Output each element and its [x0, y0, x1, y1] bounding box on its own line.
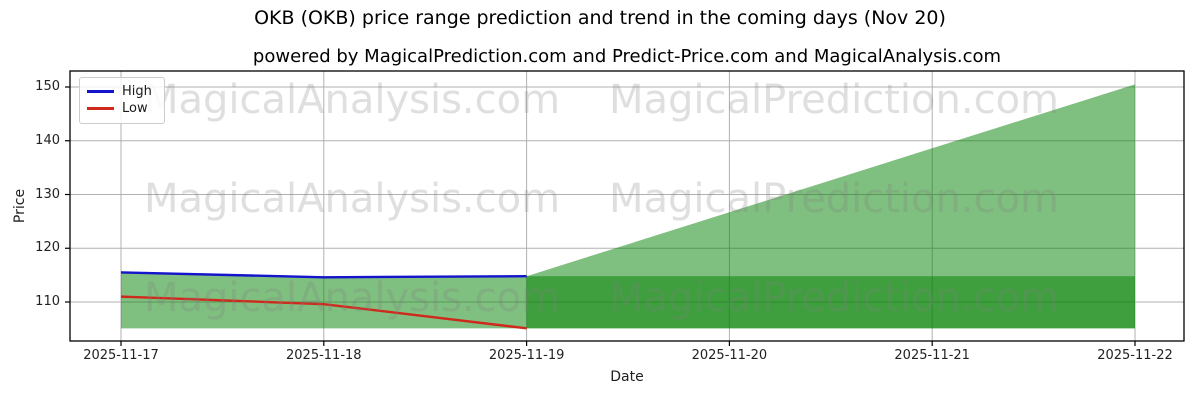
x-tick-label: 2025-11-20 [691, 348, 768, 363]
y-tick-label: 130 [35, 186, 60, 202]
y-tick-label: 120 [35, 240, 60, 256]
y-tick-label: 150 [35, 79, 60, 94]
axes-frame [69, 70, 1185, 342]
prediction-band [526, 276, 1135, 329]
y-tick-label: 110 [35, 294, 60, 309]
y-tick-label: 140 [35, 132, 60, 148]
x-tick-label: 2025-11-19 [488, 348, 565, 363]
chart-title: OKB (OKB) price range prediction and tre… [254, 7, 946, 29]
low-line-swatch [87, 107, 114, 110]
low-line [120, 295, 527, 330]
x-tick-label: 2025-11-18 [286, 348, 362, 363]
price-range-area [121, 84, 1135, 329]
x-tick-label: 2025-11-22 [1097, 348, 1173, 363]
legend-item-high: High [87, 83, 156, 100]
x-tick-label: 2025-11-17 [83, 348, 159, 363]
legend: High Low [79, 77, 165, 124]
legend-item-low: Low [87, 100, 156, 117]
x-tick-label: 2025-11-21 [894, 348, 970, 363]
high-line [120, 271, 527, 279]
legend-label-high: High [122, 84, 152, 99]
x-axis-label: Date [610, 369, 644, 385]
high-line-swatch [87, 90, 114, 93]
chart-subtitle: powered by MagicalPrediction.com and Pre… [252, 46, 1002, 67]
legend-label-low: Low [122, 101, 148, 116]
